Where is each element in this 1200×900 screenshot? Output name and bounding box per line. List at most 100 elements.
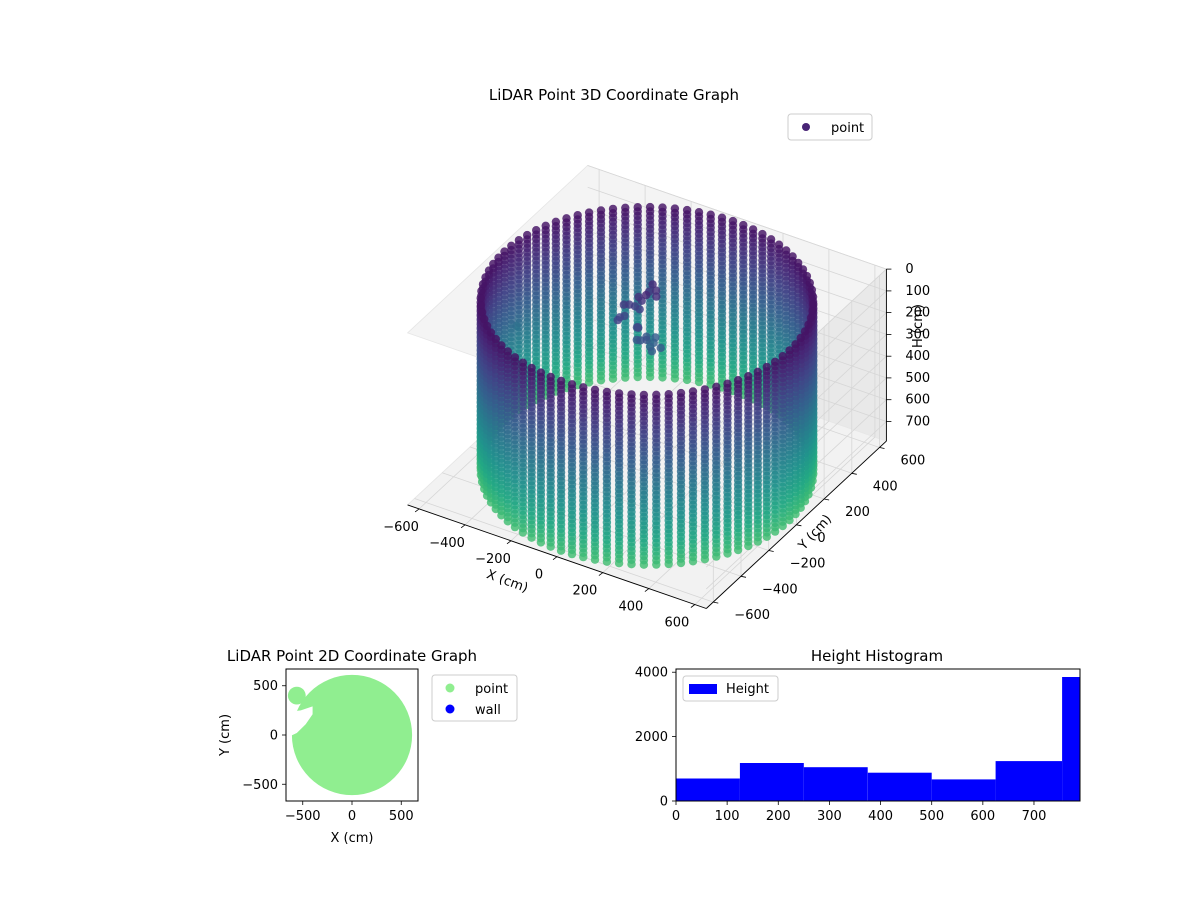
lidar-3d-h-tick-label: 600 <box>905 393 930 408</box>
lidar-3d-point <box>482 321 492 331</box>
lidar-2d-x-tick-label: 0 <box>348 809 356 824</box>
lidar-2d-ylabel: Y (cm) <box>218 714 233 757</box>
lidar-2d-point-cloud <box>291 674 413 796</box>
lidar-3d-point <box>476 301 486 310</box>
lidar-3d-point <box>494 253 503 262</box>
lidar-3d-y-axis <box>705 440 887 609</box>
lidar-2d-legend: point wall <box>431 674 518 722</box>
lidar-3d-y-tick <box>740 575 747 578</box>
lidar-3d-point <box>766 235 776 244</box>
lidar-3d-point <box>621 203 630 212</box>
height-hist-y-tick-label: 4000 <box>635 666 668 681</box>
lidar-3d-point <box>634 323 643 332</box>
lidar-3d-x-tick-label: −600 <box>383 520 419 535</box>
lidar-3d-point <box>608 204 618 214</box>
lidar-3d-point <box>645 202 655 212</box>
lidar-3d-point <box>712 382 721 391</box>
lidar-3d-point <box>651 286 661 295</box>
height-hist-frame <box>675 668 1081 802</box>
lidar-3d-point <box>503 347 512 356</box>
lidar-3d-point <box>796 333 805 343</box>
lidar-3d-point <box>500 247 509 256</box>
lidar-3d-point <box>510 353 520 362</box>
height-hist-bar <box>1062 677 1080 801</box>
lidar-2d-ticks: −500 0 500 −500 0 500 <box>242 679 413 824</box>
lidar-3d-point <box>613 315 622 325</box>
lidar-3d-point <box>748 225 758 234</box>
height-hist-x-tick-label: 200 <box>766 809 791 824</box>
lidar-3d-point <box>688 387 698 396</box>
lidar-3d-h-tick-label: 0 <box>905 262 913 277</box>
lidar-3d-point <box>527 363 536 373</box>
lidar-3d-legend-label: point <box>831 121 864 136</box>
lidar-3d-point <box>798 265 808 274</box>
lidar-3d-point <box>584 208 594 217</box>
lidar-2d-title: LiDAR Point 2D Coordinate Graph <box>227 647 477 665</box>
lidar-3d-point <box>477 308 487 317</box>
lidar-3d-point <box>778 352 787 361</box>
lidar-3d-h-tick-label: 700 <box>905 415 930 430</box>
lidar-3d-y-tick-label: −200 <box>790 557 826 572</box>
lidar-3d-point <box>652 292 661 301</box>
lidar-2d-plot-area <box>286 674 413 796</box>
lidar-3d-point <box>794 258 803 268</box>
lidar-3d-point <box>723 379 732 388</box>
lidar-3d-point <box>808 306 817 316</box>
lidar-3d-legend-marker <box>802 123 810 131</box>
lidar-3d-point <box>590 385 600 394</box>
lidar-3d-point <box>619 300 628 309</box>
height-hist-ticks: 0 100 200 300 400 500 600 700 0 2000 4000 <box>635 666 1047 824</box>
lidar-3d-point <box>647 347 657 356</box>
lidar-3d-point <box>664 390 673 399</box>
lidar-2d-x-tick-label: 500 <box>389 809 414 824</box>
lidar-3d-point <box>782 246 791 255</box>
lidar-2d-filled-region <box>286 674 413 796</box>
lidar-3d-point <box>802 271 812 281</box>
lidar-3d-point <box>804 320 813 329</box>
lidar-3d-point <box>484 266 494 275</box>
height-hist-x-tick-label: 0 <box>672 809 680 824</box>
height-hist-legend: Height <box>682 675 779 702</box>
lidar-3d-point <box>523 230 532 240</box>
lidar-2d-y-tick-label: −500 <box>242 778 278 793</box>
height-hist-y-tick-label: 0 <box>660 795 668 810</box>
lidar-3d-point <box>532 226 541 235</box>
lidar-2d-legend-marker-point <box>445 683 455 693</box>
lidar-3d-y-tick <box>713 601 719 604</box>
lidar-3d-x-tick-label: −200 <box>475 552 511 567</box>
height-hist-bar <box>676 778 740 801</box>
height-hist-x-tick-label: 300 <box>817 809 842 824</box>
lidar-3d-point <box>636 336 645 345</box>
lidar-3d-point <box>807 285 817 294</box>
lidar-2d-legend-marker-wall <box>445 704 455 714</box>
lidar-3d-x-tick <box>506 540 512 545</box>
lidar-3d-point <box>694 208 704 217</box>
lidar-3d-point <box>562 214 571 223</box>
lidar-3d-x-tick-label: 200 <box>572 584 597 599</box>
lidar-2d-xlabel: X (cm) <box>331 831 374 846</box>
height-hist-y-tick-label: 2000 <box>635 730 668 745</box>
height-hist-panel: Height Histogram 0 100 200 300 400 500 600 7000… <box>635 647 1081 824</box>
lidar-3d-y-tick-label: −600 <box>734 608 770 623</box>
lidar-3d-y-tick <box>851 472 857 475</box>
lidar-3d-points <box>476 202 818 569</box>
lidar-2d-y-tick-label: 500 <box>253 679 278 694</box>
height-hist-legend-swatch <box>689 684 717 694</box>
lidar-3d-point <box>728 216 738 226</box>
lidar-3d-y-tick <box>824 498 830 501</box>
lidar-3d-title: LiDAR Point 3D Coordinate Graph <box>489 86 739 104</box>
lidar-3d-x-tick <box>598 572 604 576</box>
lidar-3d-y-tick <box>879 447 885 449</box>
lidar-3d-point <box>806 313 816 322</box>
lidar-3d-y-tick-label: 400 <box>873 479 898 494</box>
lidar-3d-point <box>486 328 496 337</box>
height-hist-bar <box>995 761 1063 801</box>
lidar-3d-point <box>579 383 588 392</box>
lidar-3d-x-tick <box>552 556 558 561</box>
lidar-3d-point <box>770 357 780 366</box>
lidar-3d-point <box>800 327 810 336</box>
lidar-3d-point <box>556 376 566 386</box>
lidar-3d-point <box>670 204 680 213</box>
lidar-3d-point <box>514 236 524 245</box>
